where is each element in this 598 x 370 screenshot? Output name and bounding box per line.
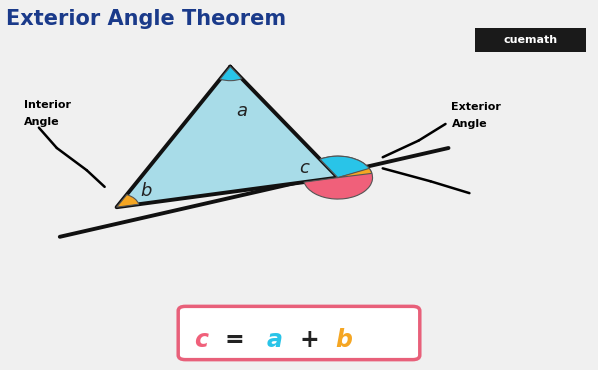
- Text: Interior: Interior: [24, 100, 71, 111]
- Text: a: a: [237, 102, 248, 120]
- Text: =: =: [224, 329, 244, 352]
- Text: +: +: [299, 329, 319, 352]
- Wedge shape: [320, 156, 370, 178]
- Wedge shape: [338, 168, 372, 178]
- FancyBboxPatch shape: [475, 28, 586, 52]
- Text: b: b: [335, 329, 352, 352]
- Text: Angle: Angle: [451, 119, 487, 129]
- Text: Exterior Angle Theorem: Exterior Angle Theorem: [6, 9, 286, 29]
- Text: Exterior: Exterior: [451, 102, 501, 112]
- Text: cuemath: cuemath: [504, 35, 558, 45]
- Wedge shape: [304, 156, 373, 199]
- Wedge shape: [117, 195, 139, 207]
- Text: b: b: [141, 182, 152, 199]
- Text: c: c: [299, 159, 309, 177]
- Polygon shape: [117, 67, 338, 207]
- FancyBboxPatch shape: [431, 7, 586, 52]
- Text: a: a: [266, 329, 282, 352]
- Text: c: c: [194, 329, 208, 352]
- Text: Angle: Angle: [24, 117, 60, 127]
- FancyBboxPatch shape: [178, 306, 420, 360]
- Wedge shape: [220, 67, 242, 81]
